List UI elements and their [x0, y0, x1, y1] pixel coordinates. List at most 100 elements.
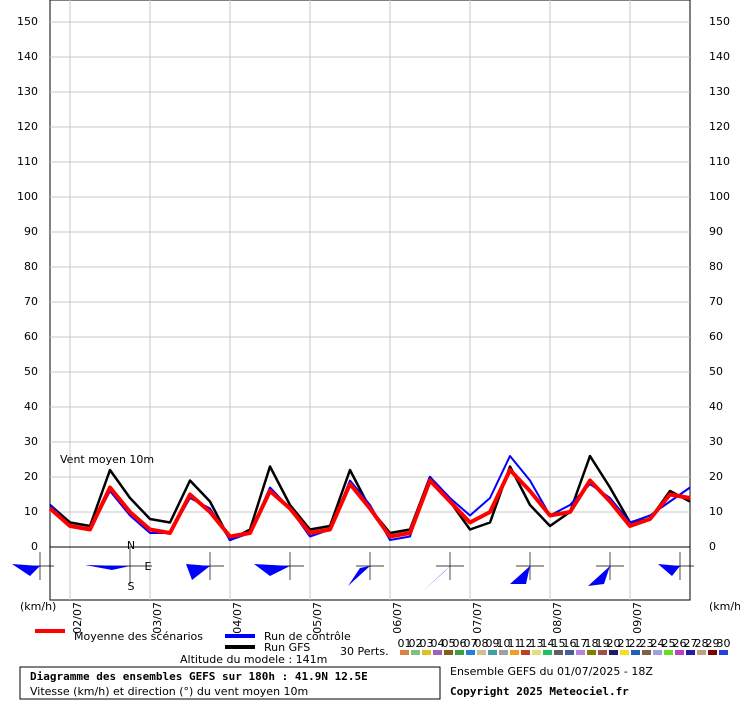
- member-swatch: [620, 650, 629, 655]
- member-swatch: [499, 650, 508, 655]
- member-swatch: [510, 650, 519, 655]
- member-swatch: [675, 650, 684, 655]
- member-swatch: [488, 650, 497, 655]
- member-swatch: [477, 650, 486, 655]
- y-tick-label: 40: [709, 400, 723, 413]
- y-tick-label: 120: [17, 120, 38, 133]
- member-swatch: [543, 650, 552, 655]
- series-line: [48, 468, 691, 539]
- member-label: 19: [596, 637, 610, 650]
- member-label: 25: [662, 637, 676, 650]
- member-label: 17: [574, 637, 588, 650]
- member-label: 27: [684, 637, 698, 650]
- y-tick-label: 80: [709, 260, 723, 273]
- member-swatch: [576, 650, 585, 655]
- legend-label: Run de contrôle: [264, 630, 351, 643]
- member-label: 13: [530, 637, 544, 650]
- y-tick-label: 30: [24, 435, 38, 448]
- member-swatch: [653, 650, 662, 655]
- y-tick-label: 50: [24, 365, 38, 378]
- member-swatch: [411, 650, 420, 655]
- members-label: 30 Perts.: [340, 645, 389, 658]
- member-swatch: [686, 650, 695, 655]
- y-tick-label: 90: [709, 225, 723, 238]
- y-tick-label: 130: [17, 85, 38, 98]
- member-label: 15: [552, 637, 566, 650]
- member-label: 11: [508, 637, 522, 650]
- member-label: 16: [563, 637, 577, 650]
- y-tick-label: 90: [24, 225, 38, 238]
- member-label: 08: [475, 637, 489, 650]
- member-swatch: [554, 650, 563, 655]
- member-swatch: [642, 650, 651, 655]
- copyright: Copyright 2025 Meteociel.fr: [450, 685, 629, 698]
- y-unit: (km/h): [20, 600, 56, 613]
- plot-frame: [49, 0, 691, 601]
- altitude: Altitude du modele : 141m: [180, 653, 327, 666]
- y-tick-label: 100: [17, 190, 38, 203]
- y-tick-label: 120: [709, 120, 730, 133]
- compass-letter: E: [145, 560, 152, 573]
- x-tick-label: 04/07: [231, 602, 244, 634]
- y-tick-label: 20: [24, 470, 38, 483]
- x-tick-label: 09/07: [631, 602, 644, 634]
- x-tick-label: 07/07: [471, 602, 484, 634]
- y-tick-label: 140: [709, 50, 730, 63]
- chart-subtitle: Vitesse (km/h) et direction (°) du vent …: [30, 685, 308, 698]
- member-swatch: [664, 650, 673, 655]
- member-swatch: [697, 650, 706, 655]
- member-label: 26: [673, 637, 687, 650]
- member-swatch: [455, 650, 464, 655]
- member-swatch: [444, 650, 453, 655]
- member-label: 21: [618, 637, 632, 650]
- member-swatch: [708, 650, 717, 655]
- y-tick-label: 10: [24, 505, 38, 518]
- member-label: 18: [585, 637, 599, 650]
- member-label: 01: [398, 637, 412, 650]
- y-tick-label: 110: [709, 155, 730, 168]
- y-tick-label: 30: [709, 435, 723, 448]
- compass-letter: N: [127, 539, 135, 552]
- member-label: 09: [486, 637, 500, 650]
- member-label: 02: [409, 637, 423, 650]
- member-label: 10: [497, 637, 511, 650]
- legend-label: Run GFS: [264, 641, 310, 654]
- x-tick-label: 06/07: [391, 602, 404, 634]
- member-label: 23: [640, 637, 654, 650]
- member-label: 29: [706, 637, 720, 650]
- y-tick-label: 80: [24, 260, 38, 273]
- member-label: 24: [651, 637, 665, 650]
- member-swatch: [609, 650, 618, 655]
- x-tick-label: 02/07: [71, 602, 84, 634]
- y-unit: (km/h): [709, 600, 740, 613]
- member-label: 03: [420, 637, 434, 650]
- member-swatch: [565, 650, 574, 655]
- member-swatch: [466, 650, 475, 655]
- title-box: [19, 666, 441, 700]
- member-swatch: [719, 650, 728, 655]
- y-tick-label: 150: [17, 15, 38, 28]
- member-swatch: [598, 650, 607, 655]
- member-label: 07: [464, 637, 478, 650]
- wind-icons: [12, 548, 694, 592]
- y-tick-label: 60: [709, 330, 723, 343]
- y-tick-label: 60: [24, 330, 38, 343]
- member-swatch: [433, 650, 442, 655]
- member-label: 05: [442, 637, 456, 650]
- x-tick-label: 08/07: [551, 602, 564, 634]
- member-label: 12: [519, 637, 533, 650]
- member-swatch: [587, 650, 596, 655]
- chart-title: Diagramme des ensembles GEFS sur 180h : …: [30, 670, 368, 683]
- member-swatch: [422, 650, 431, 655]
- x-tick-label: 03/07: [151, 602, 164, 634]
- grid: [50, 0, 690, 600]
- y-tick-label: 10: [709, 505, 723, 518]
- y-tick-label: 140: [17, 50, 38, 63]
- y-tick-label: 150: [709, 15, 730, 28]
- x-tick-label: 05/07: [311, 602, 324, 634]
- y-tick-label: 70: [24, 295, 38, 308]
- member-label: 14: [541, 637, 555, 650]
- y-tick-label: 110: [17, 155, 38, 168]
- member-swatch: [521, 650, 530, 655]
